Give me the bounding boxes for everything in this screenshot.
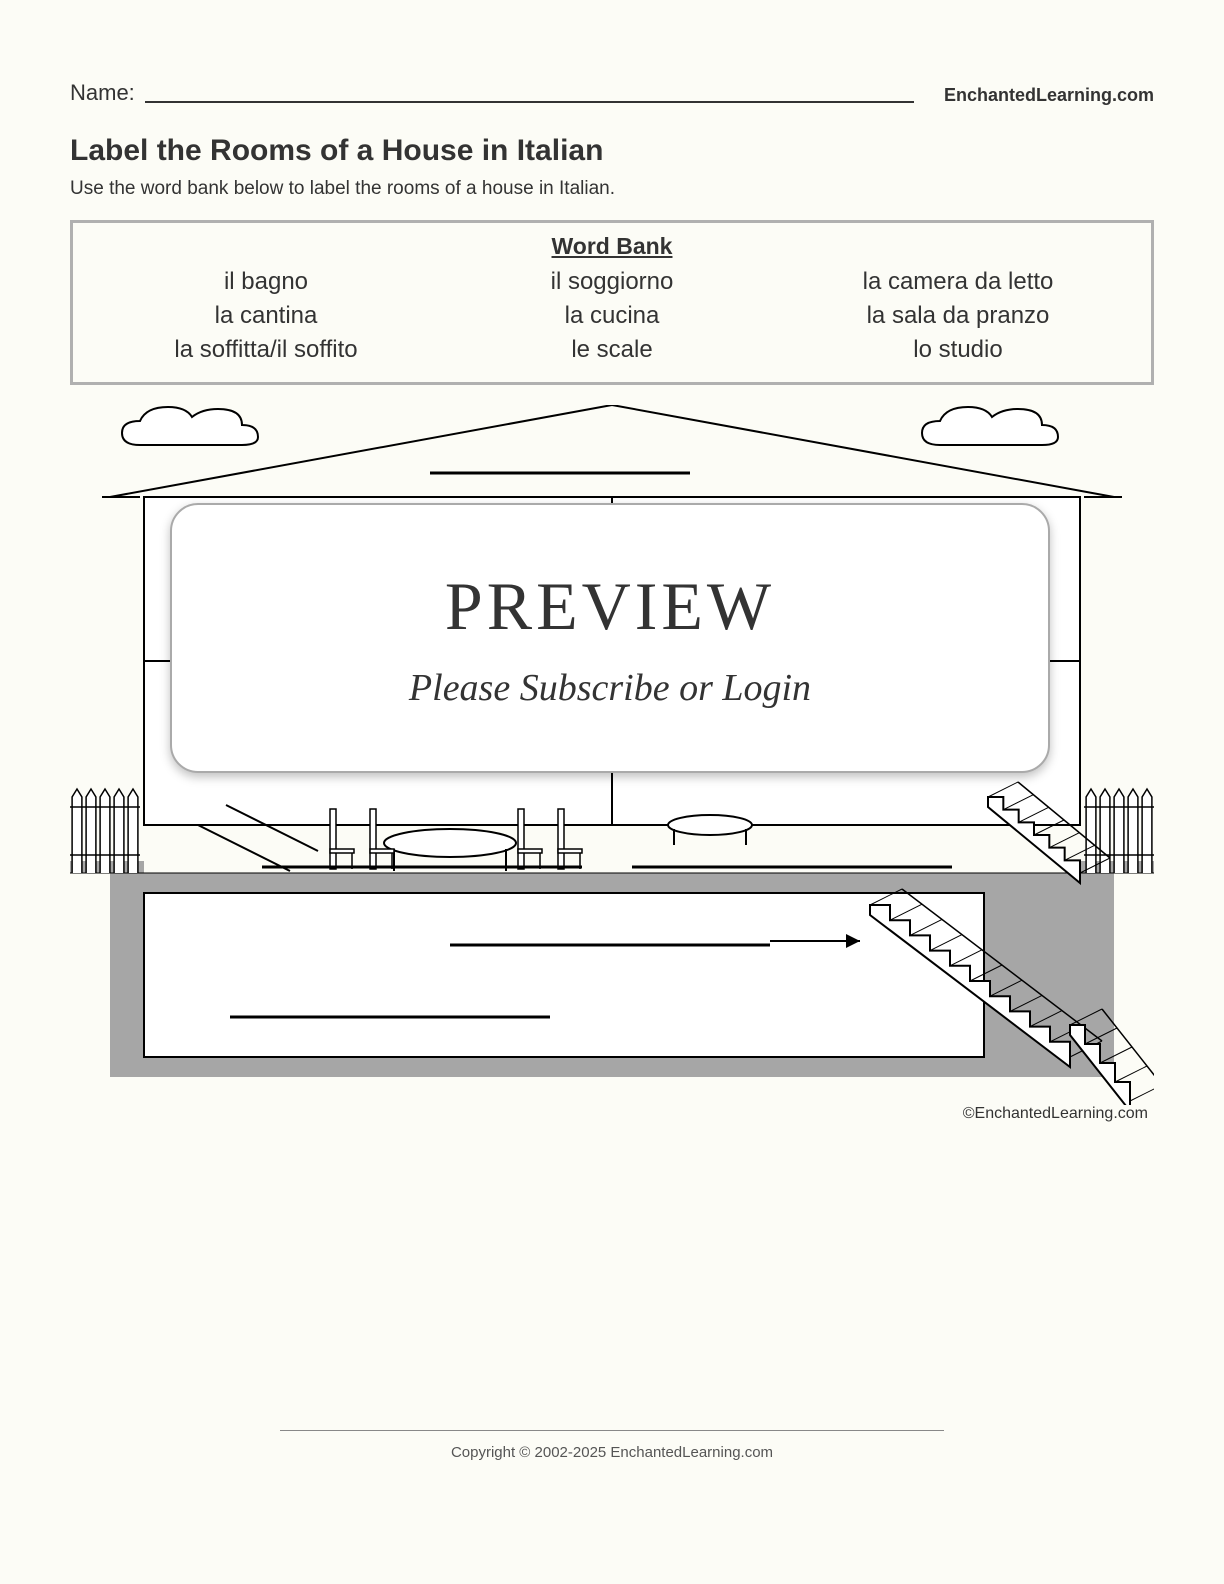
- site-url: EnchantedLearning.com: [944, 85, 1154, 106]
- word-bank-item: il bagno: [93, 268, 439, 296]
- image-copyright: ©EnchantedLearning.com: [70, 1105, 1154, 1123]
- name-line[interactable]: [145, 101, 914, 103]
- word-bank-item: il soggiorno: [439, 268, 785, 296]
- word-bank-item: la cantina: [93, 302, 439, 330]
- word-bank-item: le scale: [439, 336, 785, 364]
- word-bank-item: lo studio: [785, 336, 1131, 364]
- word-bank-title: Word Bank: [93, 233, 1131, 260]
- preview-overlay[interactable]: PREVIEW Please Subscribe or Login: [170, 503, 1050, 773]
- word-bank: Word Bank il bagno il soggiorno la camer…: [70, 220, 1154, 385]
- word-bank-item: la camera da letto: [785, 268, 1131, 296]
- preview-title: PREVIEW: [445, 567, 775, 646]
- copyright-text: Copyright © 2002-2025 EnchantedLearning.…: [0, 1444, 1224, 1461]
- page-title: Label the Rooms of a House in Italian: [70, 134, 1154, 168]
- name-field: Name:: [70, 80, 914, 106]
- header-row: Name: EnchantedLearning.com: [70, 80, 1154, 106]
- footer-separator: [280, 1430, 944, 1431]
- house-diagram: PREVIEW Please Subscribe or Login: [70, 405, 1154, 1105]
- word-bank-item: la sala da pranzo: [785, 302, 1131, 330]
- word-bank-item: la soffitta/il soffito: [93, 336, 439, 364]
- instruction-text: Use the word bank below to label the roo…: [70, 178, 1154, 200]
- name-label: Name:: [70, 80, 135, 106]
- word-bank-item: la cucina: [439, 302, 785, 330]
- preview-subtitle: Please Subscribe or Login: [409, 666, 811, 710]
- word-bank-grid: il bagno il soggiorno la camera da letto…: [93, 268, 1131, 364]
